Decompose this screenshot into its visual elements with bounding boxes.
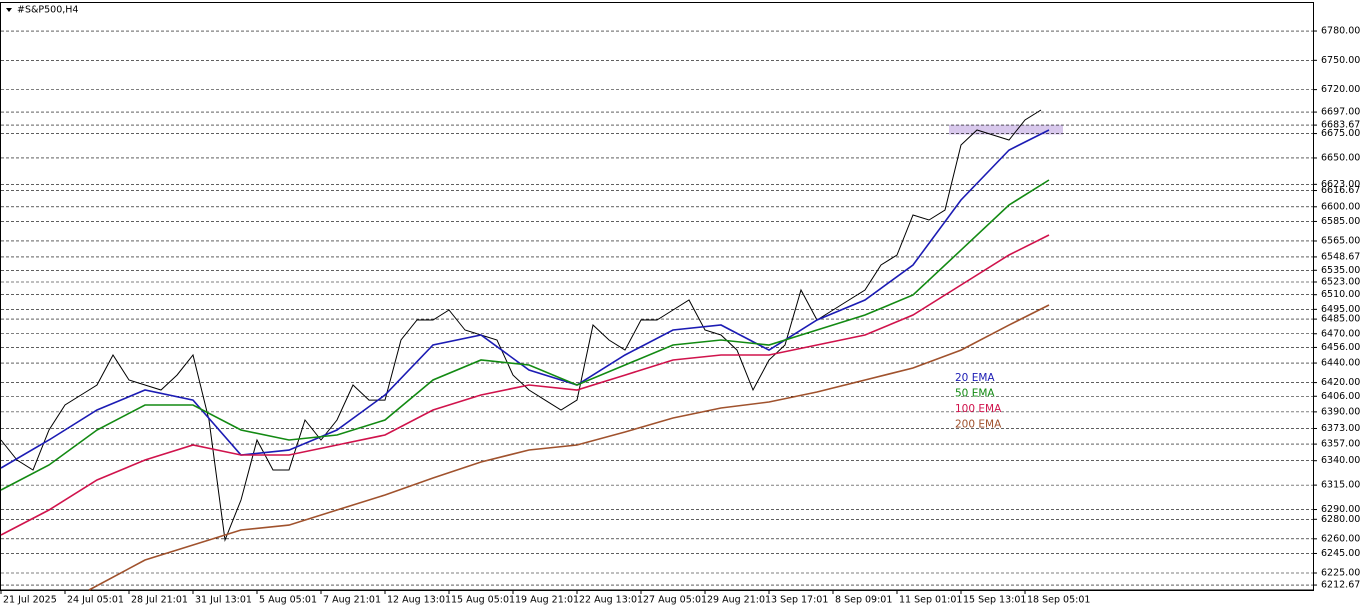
y-tick-label: 6548.67 (1321, 251, 1360, 262)
legend-label: 50 EMA (955, 388, 995, 400)
x-tick-label: 5 Aug 05:01 (259, 595, 317, 606)
series-line (88, 304, 1050, 591)
y-tick-label: 6600.00 (1321, 201, 1360, 212)
y-tick-label: 6720.00 (1321, 84, 1360, 95)
y-tick-label: 6315.00 (1321, 480, 1360, 491)
y-tick-label: 6280.00 (1321, 514, 1360, 525)
y-tick-label: 6245.00 (1321, 548, 1360, 559)
y-tick-label: 6565.00 (1321, 235, 1360, 246)
y-tick-label: 6290.00 (1321, 504, 1360, 515)
y-tick-label: 6623.00 (1321, 179, 1360, 190)
y-tick-label: 6485.00 (1321, 314, 1360, 325)
legend-label: 20 EMA (955, 372, 995, 384)
x-tick-label: 15 Sep 13:01 (963, 595, 1026, 606)
x-tick-label: 15 Aug 05:01 (451, 595, 515, 606)
y-tick-label: 6750.00 (1321, 55, 1360, 66)
y-tick-label: 6650.00 (1321, 152, 1360, 163)
x-tick-label: 24 Jul 05:01 (67, 595, 124, 606)
series-line (0, 234, 1050, 536)
x-tick-label: 28 Jul 21:01 (131, 595, 188, 606)
series-line (0, 179, 1050, 491)
series-line (0, 109, 1042, 542)
y-tick-label: 6675.00 (1321, 128, 1360, 139)
y-tick-label: 6340.00 (1321, 455, 1360, 466)
y-tick-label: 6616.67 (1321, 185, 1360, 196)
chart-title: #S&P500,H4 (17, 5, 78, 16)
x-tick-label: 8 Sep 09:01 (835, 595, 892, 606)
x-tick-label: 22 Aug 13:01 (579, 595, 643, 606)
x-tick-label: 21 Jul 2025 (3, 595, 57, 606)
y-tick-label: 6697.00 (1321, 107, 1360, 118)
x-tick-label: 18 Sep 05:01 (1027, 595, 1090, 606)
y-tick-label: 6440.00 (1321, 358, 1360, 369)
y-tick-label: 6373.00 (1321, 423, 1360, 434)
y-tick-label: 6780.00 (1321, 26, 1360, 37)
plot-frame (0, 2, 1314, 591)
y-tick-label: 6535.00 (1321, 265, 1360, 276)
y-tick-label: 6225.00 (1321, 568, 1360, 579)
series-line (0, 129, 1050, 469)
legend-label: 200 EMA (955, 419, 1002, 431)
x-tick-label: 19 Aug 21:01 (515, 595, 579, 606)
y-tick-label: 6406.00 (1321, 391, 1360, 402)
menu-icon (6, 8, 12, 12)
y-tick-label: 6357.00 (1321, 439, 1360, 450)
y-tick-label: 6390.00 (1321, 406, 1360, 417)
y-tick-label: 6420.00 (1321, 377, 1360, 388)
x-tick-label: 27 Aug 05:01 (643, 595, 707, 606)
x-tick-label: 12 Aug 13:01 (387, 595, 451, 606)
y-tick-label: 6260.00 (1321, 533, 1360, 544)
y-tick-label: 6212.67 (1321, 580, 1360, 591)
x-tick-label: 7 Aug 21:01 (323, 595, 381, 606)
y-tick-label: 6510.00 (1321, 289, 1360, 300)
y-tick-label: 6495.00 (1321, 304, 1360, 315)
y-tick-label: 6683.67 (1321, 120, 1360, 131)
y-tick-label: 6456.00 (1321, 342, 1360, 353)
zone (949, 124, 1063, 135)
x-tick-label: 29 Aug 21:01 (707, 595, 771, 606)
x-tick-label: 11 Sep 01:01 (899, 595, 962, 606)
legend-label: 100 EMA (955, 403, 1002, 415)
y-tick-label: 6470.00 (1321, 328, 1360, 339)
x-tick-label: 3 Sep 17:01 (771, 595, 828, 606)
x-tick-label: 31 Jul 13:01 (195, 595, 252, 606)
y-tick-label: 6585.00 (1321, 216, 1360, 227)
y-tick-label: 6523.00 (1321, 276, 1360, 287)
